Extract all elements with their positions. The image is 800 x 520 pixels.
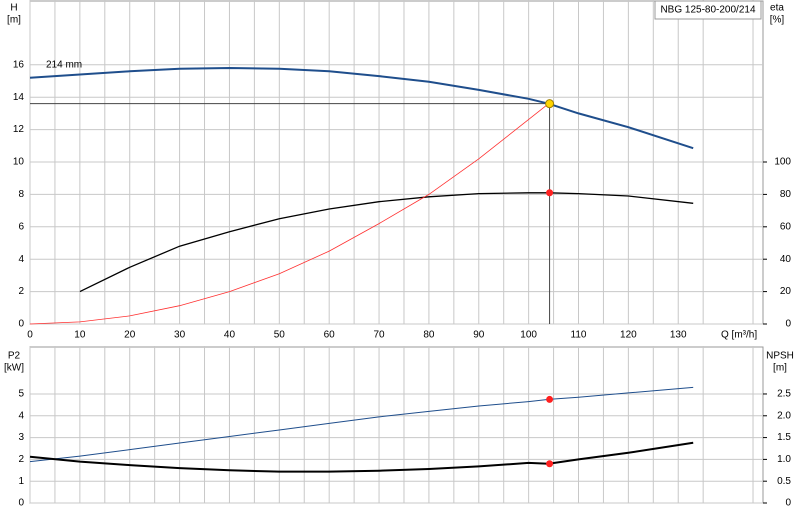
- curve: [29, 103, 549, 325]
- x-tick-label: 90: [473, 330, 485, 341]
- curve: [79, 192, 694, 293]
- y-axis-unit: [kW]: [4, 363, 24, 374]
- y-tick-label: 16: [13, 59, 25, 70]
- y2-axis-unit: [%]: [770, 15, 785, 26]
- y2-axis-label: NPSH: [766, 351, 794, 362]
- y-tick-label: 2: [18, 286, 24, 297]
- x-tick-label: 30: [174, 330, 186, 341]
- x-tick-label: 130: [670, 330, 687, 341]
- y-axis-unit: [m]: [7, 15, 21, 26]
- y2-tick-label: 0: [785, 498, 791, 509]
- y2-tick-label: 2.0: [777, 410, 791, 421]
- y2-tick-label: 40: [780, 254, 792, 265]
- y-tick-label: 2: [18, 454, 24, 465]
- y2-tick-label: 0: [785, 319, 791, 330]
- curve: [29, 441, 694, 473]
- x-tick-label: 50: [274, 330, 286, 341]
- y-tick-label: 8: [18, 189, 24, 200]
- y2-axis-label: eta: [770, 3, 784, 14]
- operating-point: [546, 395, 554, 403]
- y-tick-label: 6: [18, 221, 24, 232]
- x-tick-label: 10: [74, 330, 86, 341]
- x-tick-label: 120: [620, 330, 637, 341]
- y2-tick-label: 20: [780, 286, 792, 297]
- annotation: 214 mm: [46, 59, 82, 70]
- x-tick-label: 0: [27, 330, 33, 341]
- x-tick-label: 80: [423, 330, 435, 341]
- x-tick-label: 40: [224, 330, 236, 341]
- x-axis-label: Q [m³/h]: [721, 330, 757, 341]
- title-box: [654, 0, 762, 20]
- y2-tick-label: 100: [774, 157, 791, 168]
- chart-title: NBG 125-80-200/214: [660, 5, 756, 16]
- y-axis-label: H: [10, 3, 17, 14]
- y-tick-label: 0: [18, 498, 24, 509]
- y2-tick-label: 1.0: [777, 454, 791, 465]
- x-tick-label: 100: [520, 330, 537, 341]
- y-axis-label: P2: [8, 351, 21, 362]
- y-tick-label: 1: [18, 476, 24, 487]
- y-tick-label: 14: [13, 92, 25, 103]
- operating-point: [546, 460, 554, 468]
- x-tick-label: 70: [373, 330, 385, 341]
- y-tick-label: 12: [13, 124, 25, 135]
- y-tick-label: 3: [18, 432, 24, 443]
- y2-tick-label: 60: [780, 221, 792, 232]
- y2-tick-label: 1.5: [777, 432, 791, 443]
- y-tick-label: 10: [13, 157, 25, 168]
- x-tick-label: 20: [124, 330, 136, 341]
- curve: [29, 66, 694, 150]
- y2-tick-label: 0.5: [777, 476, 791, 487]
- y-tick-label: 0: [18, 319, 24, 330]
- x-tick-label: 110: [571, 330, 587, 341]
- y2-axis-unit: [m]: [773, 363, 787, 374]
- y-tick-label: 4: [18, 254, 24, 265]
- y-tick-label: 4: [18, 410, 24, 421]
- operating-point: [546, 189, 554, 197]
- y2-tick-label: 2.5: [777, 389, 791, 400]
- y2-tick-label: 80: [780, 189, 792, 200]
- x-tick-label: 60: [324, 330, 336, 341]
- operating-point: [545, 99, 555, 109]
- curve: [29, 386, 694, 463]
- y-tick-label: 5: [18, 389, 24, 400]
